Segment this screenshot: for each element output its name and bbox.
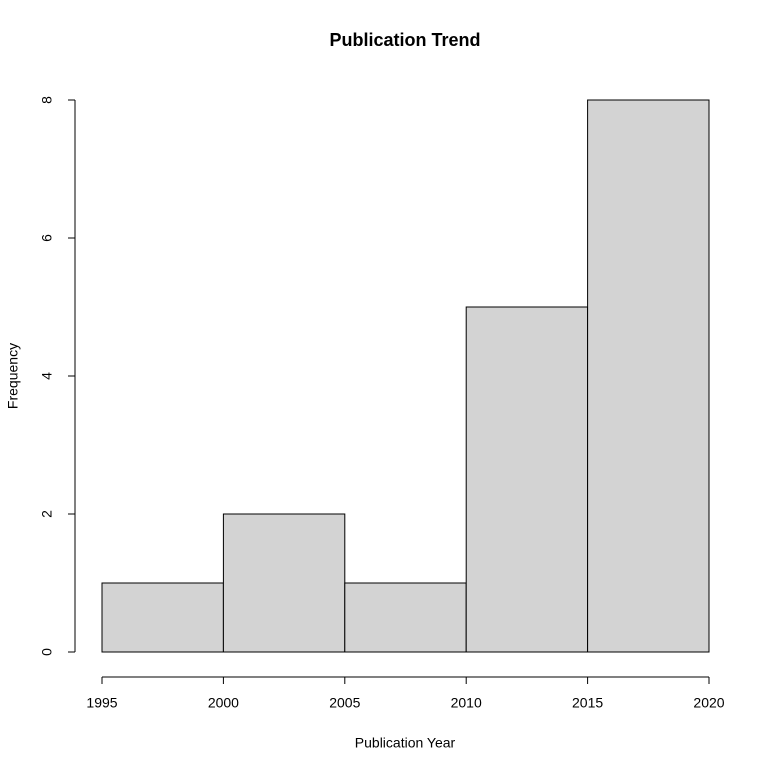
y-tick-label: 2 [39, 510, 55, 518]
x-tick-label: 2000 [208, 695, 239, 711]
y-tick-label: 8 [39, 96, 55, 104]
bar [344, 582, 467, 653]
chart-title: Publication Trend [329, 30, 480, 50]
x-tick-label: 2005 [329, 695, 360, 711]
bar [101, 582, 224, 653]
bar [222, 513, 346, 653]
bar [587, 99, 710, 653]
x-tick-label: 2010 [451, 695, 482, 711]
y-axis-label: Frequency [5, 343, 21, 409]
x-tick-label: 1995 [86, 695, 117, 711]
y-tick-label: 6 [39, 234, 55, 242]
x-tick-label: 2020 [693, 695, 724, 711]
y-tick-label: 4 [39, 372, 55, 380]
x-tick-label: 2015 [572, 695, 603, 711]
bar [465, 306, 589, 653]
y-tick-label: 0 [39, 648, 55, 656]
x-axis-label: Publication Year [355, 735, 456, 751]
